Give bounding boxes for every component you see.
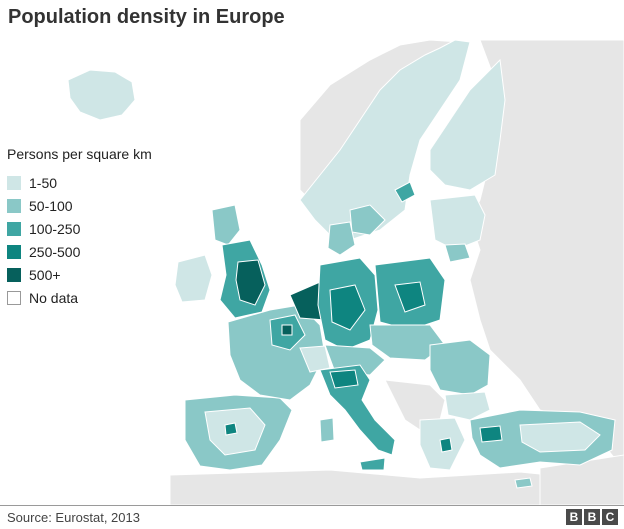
map-svg [67, 39, 624, 505]
middle-east [539, 454, 624, 505]
turkey [469, 409, 616, 469]
scandinavia [299, 39, 506, 241]
source-credit: Source: Eurostat, 2013 [7, 510, 140, 525]
logo-letter: B [584, 509, 600, 525]
legend-item: 100-250 [7, 217, 207, 240]
legend-label: 500+ [29, 266, 61, 283]
legend-swatch [7, 221, 21, 236]
iberia [184, 394, 293, 471]
legend-swatch [7, 290, 21, 305]
legend-label: 250-500 [29, 243, 81, 260]
legend-label: 1-50 [29, 174, 58, 191]
logo-letter: C [602, 509, 618, 525]
legend-swatch [7, 175, 21, 190]
legend-swatch [7, 198, 21, 213]
map-title: Population density in Europe [8, 6, 285, 28]
denmark [327, 221, 356, 256]
legend-label: 50-100 [29, 197, 73, 214]
france [227, 304, 326, 401]
east-central-europe [369, 257, 446, 361]
logo-letter: B [566, 509, 582, 525]
legend-item: 500+ [7, 263, 207, 286]
central-europe [289, 257, 379, 351]
baltics [429, 194, 486, 263]
legend-item: No data [7, 286, 207, 309]
legend: Persons per square km 1-50 50-100 100-25… [7, 146, 207, 309]
europe-map [67, 39, 624, 505]
legend-item: 1-50 [7, 171, 207, 194]
bbc-logo: B B C [566, 509, 618, 525]
footer-divider [0, 505, 624, 506]
british-isles [174, 204, 271, 319]
legend-item: 250-500 [7, 240, 207, 263]
iceland [67, 69, 136, 121]
legend-swatch [7, 267, 21, 282]
legend-item: 50-100 [7, 194, 207, 217]
italy [319, 364, 396, 471]
cyprus [514, 477, 533, 489]
legend-title: Persons per square km [7, 146, 152, 162]
legend-swatch [7, 244, 21, 259]
legend-label: No data [29, 289, 79, 306]
southeast-europe [419, 339, 491, 471]
legend-label: 100-250 [29, 220, 81, 237]
